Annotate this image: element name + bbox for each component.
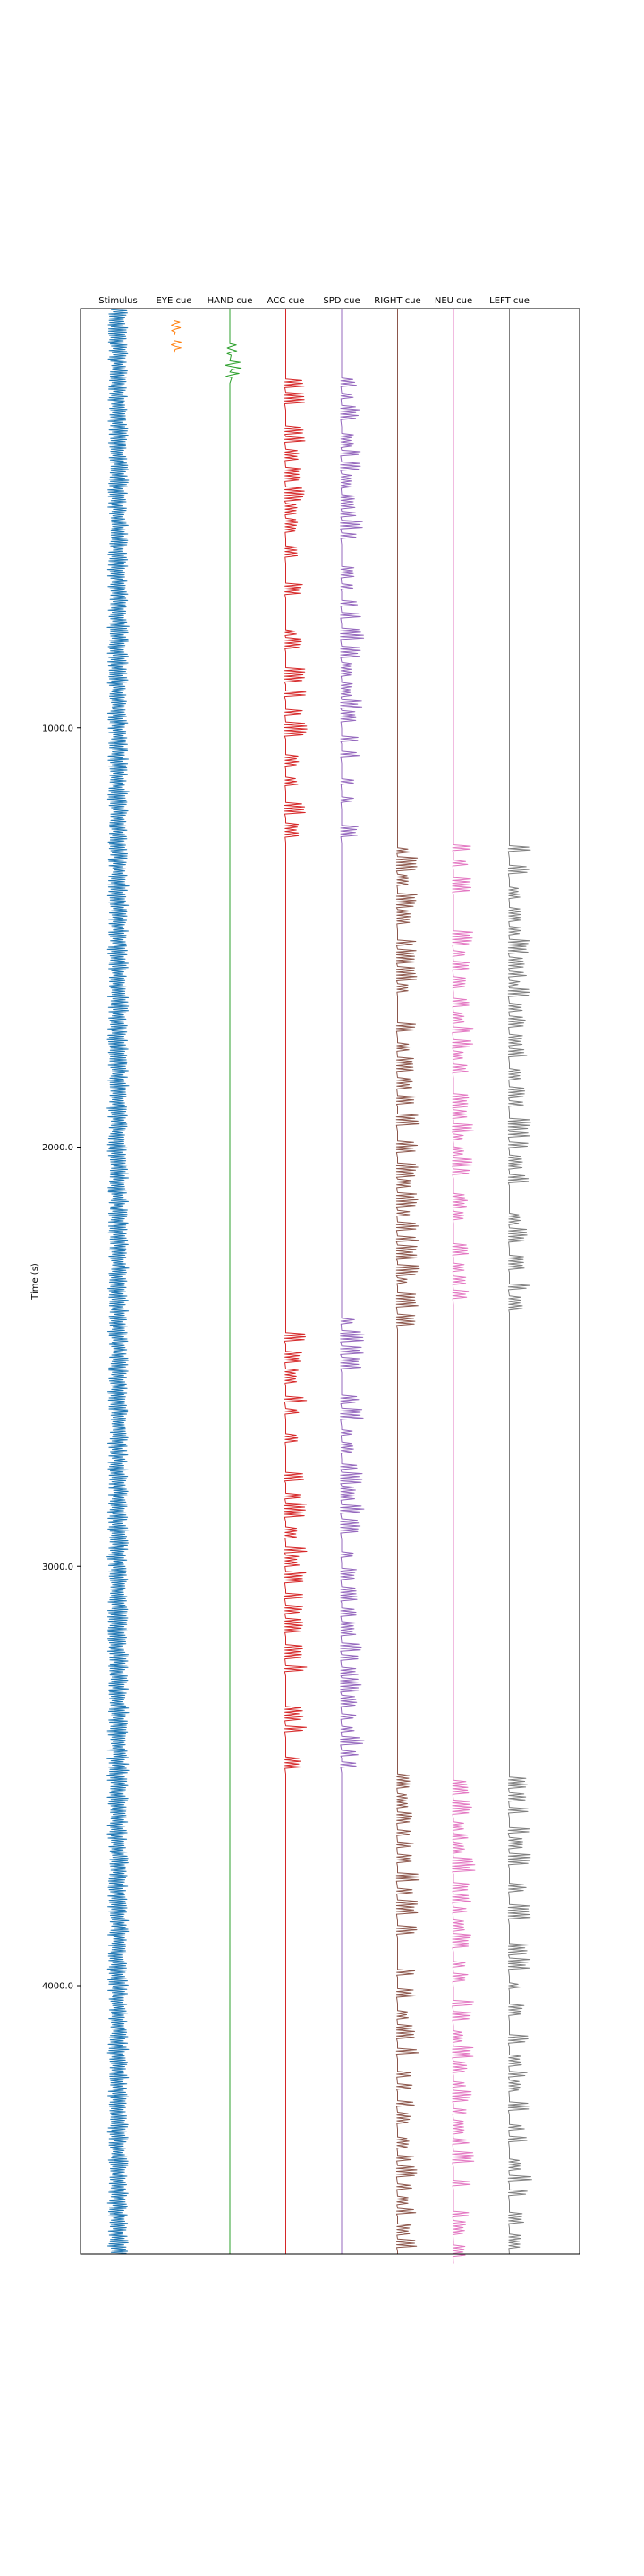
series-trace-stimulus xyxy=(106,308,130,2254)
series-trace-spd-cue xyxy=(340,309,365,2254)
column-label: Stimulus xyxy=(98,296,137,306)
series-trace-right-cue xyxy=(395,309,420,2254)
series-trace-hand-cue xyxy=(225,309,242,2254)
column-label: EYE cue xyxy=(157,296,192,306)
series-trace-neu-cue xyxy=(452,309,476,2264)
y-tick-label: 1000.0 xyxy=(42,724,73,733)
series-trace-acc-cue xyxy=(284,309,308,2254)
traces xyxy=(106,308,532,2264)
y-tick-label: 3000.0 xyxy=(42,1563,73,1572)
column-label: SPD cue xyxy=(323,296,360,306)
plot-frame xyxy=(80,308,580,2255)
column-labels: Stimulus EYE cue HAND cue ACC cue SPD cue RIG… xyxy=(98,296,530,306)
y-axis-label: Time (s) xyxy=(30,1263,40,1301)
column-label: RIGHT cue xyxy=(374,296,420,306)
series-trace-left-cue xyxy=(507,309,532,2255)
column-label: LEFT cue xyxy=(489,296,530,306)
column-label: HAND cue xyxy=(208,296,253,306)
series-trace-eye-cue xyxy=(171,309,182,2254)
y-tick-label: 4000.0 xyxy=(42,1982,73,1992)
column-label: ACC cue xyxy=(267,296,305,306)
y-axis-ticks: 1000.0 2000.0 3000.0 4000.0 xyxy=(42,724,80,1992)
column-label: NEU cue xyxy=(435,296,472,306)
y-tick-label: 2000.0 xyxy=(42,1143,73,1153)
